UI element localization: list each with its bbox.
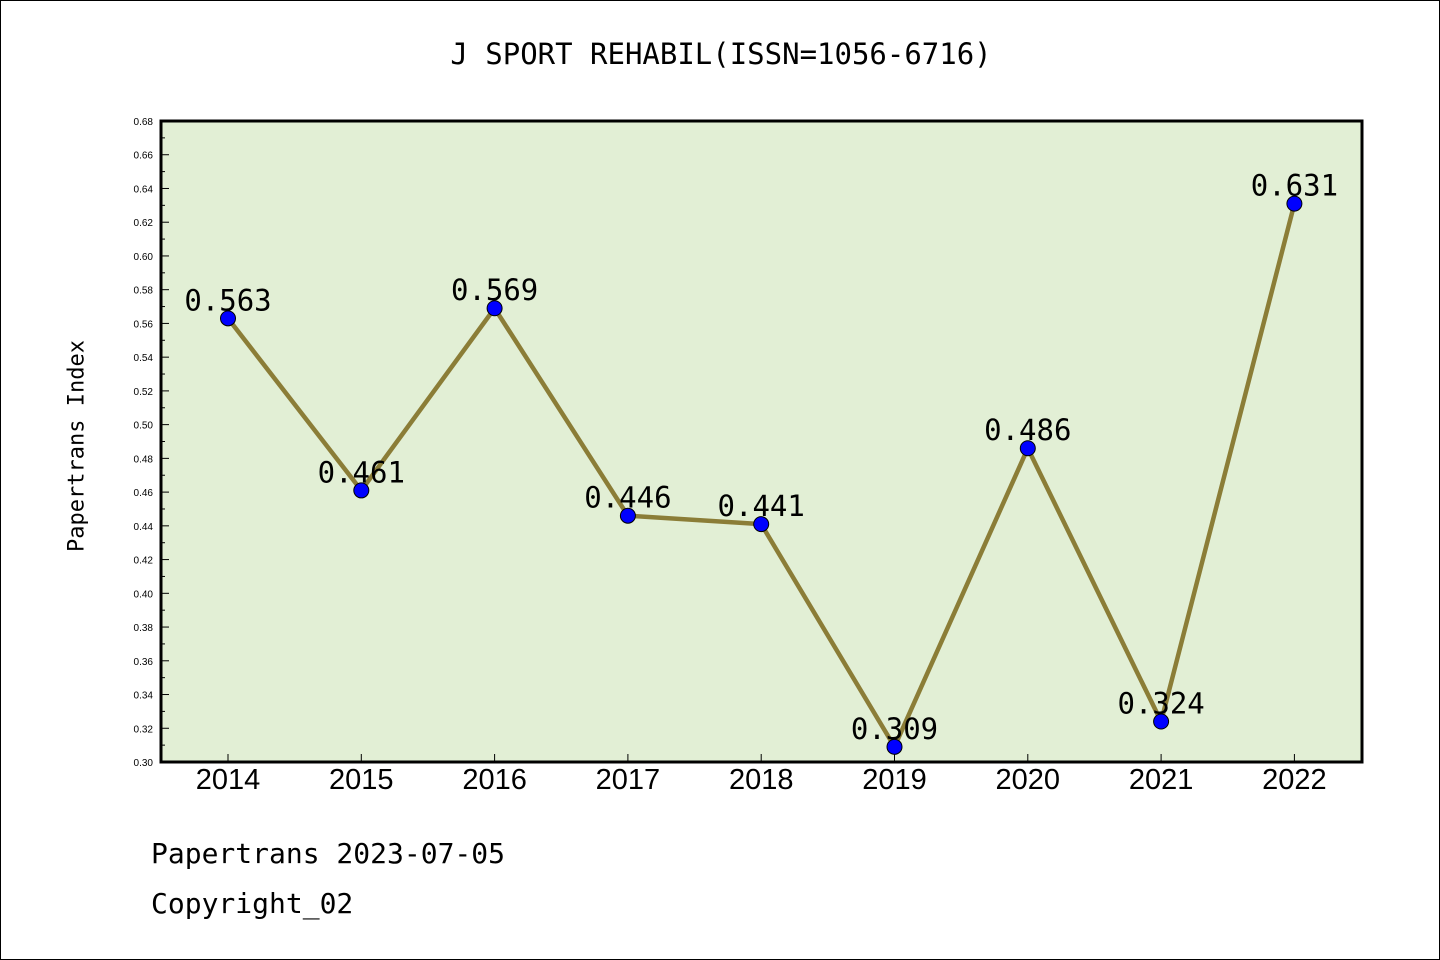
- data-label: 0.486: [984, 413, 1071, 447]
- data-point: [886, 738, 903, 755]
- x-tick-label: 2018: [729, 764, 794, 796]
- y-tick-label: 0.60: [134, 252, 154, 263]
- data-point: [753, 516, 770, 533]
- y-tick-label: 0.62: [134, 218, 154, 229]
- y-tick-label: 0.32: [134, 724, 154, 735]
- data-point: [353, 482, 370, 499]
- y-tick-label: 0.58: [134, 286, 154, 297]
- y-tick-label: 0.66: [134, 151, 154, 162]
- y-tick-label: 0.68: [134, 117, 154, 128]
- data-point: [1019, 440, 1036, 457]
- y-tick-label: 0.40: [134, 589, 154, 600]
- chart-title: J SPORT REHABIL(ISSN=1056-6716): [450, 37, 992, 71]
- y-tick-label: 0.50: [134, 421, 154, 432]
- x-tick-label: 2021: [1129, 764, 1194, 796]
- data-label: 0.324: [1117, 687, 1204, 721]
- y-tick-label: 0.46: [134, 488, 154, 499]
- y-tick-label: 0.30: [134, 758, 154, 769]
- x-tick-label: 2022: [1262, 764, 1327, 796]
- data-point: [486, 300, 503, 317]
- data-labels: 0.563 0.461 0.569 0.446 0.441 0.309 0.486 0.324…: [184, 169, 1338, 746]
- y-axis: 0.30 0.32 0.34 0.36 0.38 0.40 0.42 0.44 0.46 0.48…: [134, 117, 169, 769]
- y-tick-label: 0.54: [134, 353, 154, 364]
- x-tick-label: 2020: [996, 764, 1061, 796]
- data-point: [1153, 713, 1170, 730]
- x-tick-label: 2016: [462, 764, 527, 796]
- data-label: 0.446: [584, 481, 671, 515]
- data-point: [1286, 195, 1303, 212]
- y-tick-label: 0.48: [134, 454, 154, 465]
- footer-copyright: Copyright_02: [151, 887, 354, 920]
- plot-area: [159, 119, 1364, 764]
- x-tick-label: 2014: [196, 764, 261, 796]
- y-tick-label: 0.64: [134, 184, 154, 195]
- data-label: 0.441: [718, 489, 805, 523]
- x-tick-label: 2015: [329, 764, 394, 796]
- y-tick-label: 0.36: [134, 657, 154, 668]
- data-label: 0.563: [184, 283, 271, 317]
- y-tick-label: 0.38: [134, 623, 154, 634]
- footer-date: Papertrans 2023-07-05: [151, 837, 506, 870]
- series-markers: [220, 195, 1303, 755]
- y-tick-label: 0.34: [134, 691, 154, 702]
- data-point: [619, 507, 636, 524]
- data-label: 0.631: [1251, 169, 1338, 203]
- data-label: 0.309: [851, 712, 938, 746]
- y-tick-label: 0.44: [134, 522, 154, 533]
- x-axis: 2014 2015 2016 2017 2018 2019 2020 2021 2022: [196, 754, 1327, 796]
- data-point: [220, 310, 236, 327]
- y-tick-label: 0.42: [134, 556, 154, 567]
- y-tick-label: 0.52: [134, 387, 154, 398]
- data-label: 0.569: [451, 273, 538, 307]
- y-tick-label: 0.56: [134, 319, 154, 330]
- x-tick-label: 2017: [596, 764, 661, 796]
- data-label: 0.461: [318, 455, 405, 489]
- x-tick-label: 2019: [862, 764, 927, 796]
